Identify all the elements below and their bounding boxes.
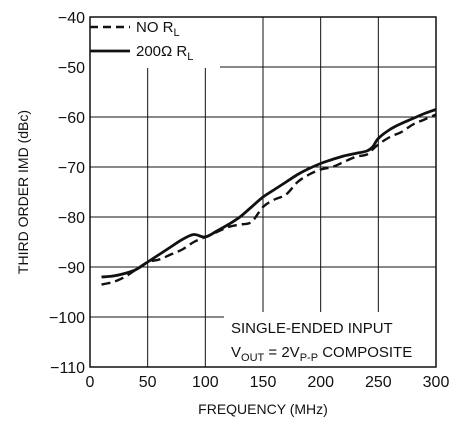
y-tick-label: −80	[58, 210, 85, 227]
series-line-no-rl	[101, 113, 437, 286]
annotation-suffix: COMPOSITE	[318, 344, 412, 361]
y-tick-label: −110	[50, 360, 85, 377]
annotation-sub-pp: P-P	[300, 352, 318, 364]
series-line-200-rl	[101, 108, 437, 279]
x-tick-label: 100	[192, 374, 219, 391]
legend-label-no-rl: NO RL	[136, 19, 180, 39]
plot-frame	[89, 16, 437, 368]
legend-label-no-rl-sub: L	[174, 27, 180, 39]
annotation-sub-out: OUT	[241, 352, 265, 364]
y-tick-label: −40	[58, 10, 85, 27]
legend-box	[82, 10, 220, 68]
legend-label-200-rl: 200Ω RL	[136, 43, 193, 63]
x-tick-label: 0	[86, 374, 95, 391]
x-tick-label: 200	[307, 374, 334, 391]
annotation-mid: = 2V	[264, 344, 299, 361]
legend-label-200-rl-main: 200Ω R	[136, 43, 187, 60]
y-tick-label: −90	[58, 260, 85, 277]
x-tick-label: 300	[423, 374, 450, 391]
annotation-line2: VOUT = 2VP-P COMPOSITE	[231, 344, 412, 364]
x-tick-label: 250	[365, 374, 392, 391]
y-tick-label: −50	[58, 60, 85, 77]
legend: NO RL 200Ω RL	[90, 19, 193, 63]
series-layer	[101, 108, 437, 286]
x-tick-label: 50	[139, 374, 157, 391]
y-tick-label: −60	[58, 110, 85, 127]
annotation-line1: SINGLE-ENDED INPUT	[231, 320, 393, 337]
annotation: SINGLE-ENDED INPUT VOUT = 2VP-P COMPOSIT…	[231, 320, 412, 364]
y-tick-label: −100	[49, 310, 85, 327]
y-axis-label: THIRD ORDER IMD (dBc)	[15, 110, 31, 274]
x-tick-labels: 0 50 100 150 200 250 300	[86, 374, 450, 391]
x-tick-label: 150	[250, 374, 277, 391]
y-tick-labels: −40 −50 −60 −70 −80 −90 −100 −110	[49, 10, 85, 377]
legend-label-no-rl-main: NO R	[136, 19, 174, 36]
y-tick-label: −70	[58, 160, 85, 177]
annotation-v: V	[231, 344, 241, 361]
legend-label-200-rl-sub: L	[187, 51, 193, 63]
x-axis-label: FREQUENCY (MHz)	[198, 401, 328, 417]
annotation-box	[224, 312, 436, 367]
